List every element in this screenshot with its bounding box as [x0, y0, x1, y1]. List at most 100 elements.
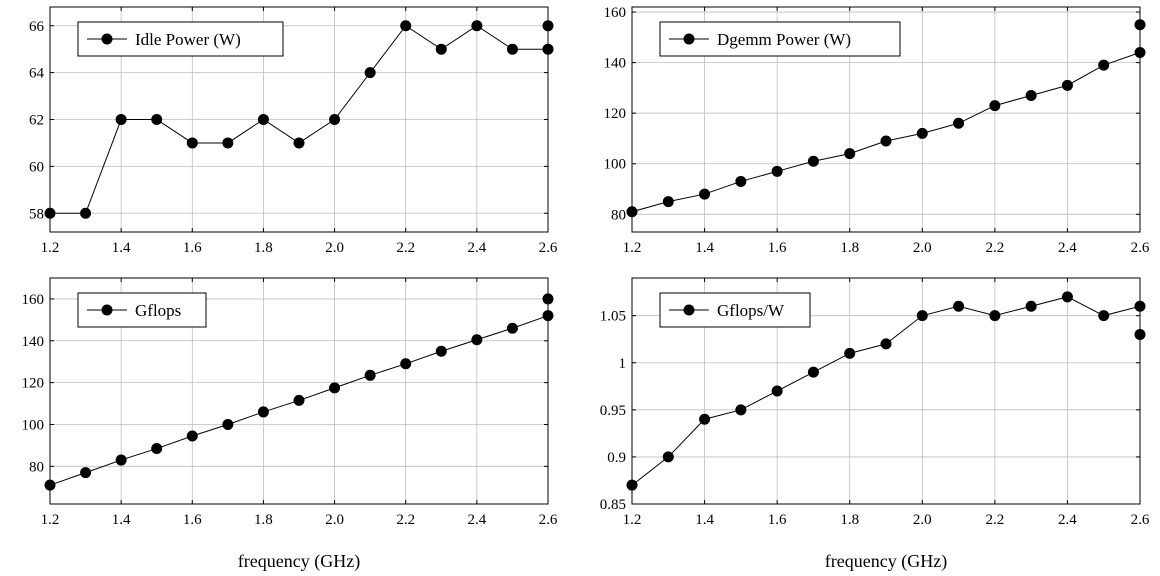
x-tick-label: 2.2 [985, 512, 1004, 528]
data-point [115, 114, 127, 125]
data-point [44, 479, 56, 491]
data-point [771, 165, 783, 177]
data-point [771, 385, 783, 397]
data-point [257, 114, 269, 125]
data-point [542, 20, 554, 32]
chart-panel-1: 1.2 1.4 1.6 1.8 2.0 2.2 2.4 2.6 58 60 62 64 66 Idle P… [29, 6, 558, 256]
series-line [50, 25, 549, 214]
data-point [880, 338, 892, 350]
data-point [880, 135, 892, 147]
legend: Dgemm Power (W) [659, 21, 901, 57]
x-tick-label: 1.8 [840, 240, 859, 256]
x-tick-label: 2.2 [985, 240, 1004, 256]
chart-panel-3: 1.2 1.4 1.6 1.8 2.0 2.2 2.4 2.6 80 100 120 140 160 Gf… [22, 277, 558, 572]
legend: Idle Power (W) [77, 21, 284, 57]
y-tick-label: 1.05 [600, 309, 626, 325]
x-tick-label: 1.2 [623, 512, 642, 528]
y-tick-label: 64 [29, 66, 45, 82]
data-point [953, 300, 965, 312]
data-point [80, 467, 92, 479]
data-point [989, 310, 1001, 322]
data-point [1134, 329, 1146, 340]
plot-frame [631, 277, 1141, 505]
y-tick-label: 0.95 [600, 403, 626, 419]
data-point [115, 454, 127, 466]
data-point [506, 322, 518, 334]
data-point [662, 196, 674, 208]
legend-marker [683, 304, 695, 316]
data-point [699, 413, 711, 425]
y-tick-label: 120 [604, 106, 627, 122]
x-tick-label: 2.4 [467, 512, 486, 528]
data-point [542, 293, 554, 305]
data-point [1134, 47, 1146, 59]
x-tick-label: 2.0 [913, 240, 932, 256]
data-point [186, 137, 198, 149]
x-tick-label: 1.2 [623, 240, 642, 256]
series-line [631, 24, 1141, 213]
chart-panel-2: 1.2 1.4 1.6 1.8 2.0 2.2 2.4 2.6 80 100 120 140 160 Dg… [604, 5, 1150, 256]
y-tick-label: 140 [604, 56, 627, 72]
legend-label: Gflops [135, 301, 181, 320]
x-tick-label: 1.2 [41, 240, 60, 256]
series-line [49, 298, 549, 486]
data-point [662, 451, 674, 463]
x-tick-label: 2.0 [325, 240, 344, 256]
x-tick-label: 2.0 [913, 512, 932, 528]
y-tick-label: 160 [604, 5, 627, 21]
data-point [222, 137, 234, 149]
data-point [989, 100, 1001, 112]
data-point [1098, 310, 1110, 322]
legend-label: Gflops/W [717, 301, 785, 320]
data-point [506, 43, 518, 55]
data-point [400, 20, 412, 32]
y-tick-label: 80 [29, 459, 44, 475]
x-tick-label: 1.2 [41, 512, 60, 528]
x-tick-label: 1.4 [695, 512, 714, 528]
data-point [626, 206, 638, 218]
chart-panel-4: 1.2 1.4 1.6 1.8 2.0 2.2 2.4 2.6 0.85 0.9 0.95 1 1.05… [600, 277, 1150, 572]
x-tick-label: 2.0 [325, 512, 344, 528]
data-point [1025, 89, 1037, 101]
data-point [329, 114, 341, 125]
data-point [80, 207, 92, 219]
x-tick-label: 2.4 [1058, 240, 1077, 256]
data-point [1061, 79, 1073, 91]
y-tick-label: 0.9 [607, 450, 626, 466]
x-tick-label: 2.2 [396, 512, 415, 528]
x-tick-label: 2.6 [1131, 512, 1150, 528]
x-tick-label: 2.6 [1131, 240, 1150, 256]
data-point [735, 404, 747, 416]
legend-marker [101, 304, 113, 316]
plot-frame [49, 277, 549, 505]
y-tick-label: 58 [29, 206, 44, 222]
y-tick-label: 140 [22, 334, 45, 350]
data-point [807, 155, 819, 167]
data-point [1134, 300, 1146, 312]
y-tick-label: 1 [619, 356, 627, 372]
data-point [293, 137, 305, 149]
data-point [222, 418, 234, 430]
x-tick-label: 2.4 [1058, 512, 1077, 528]
x-tick-label: 2.6 [539, 512, 558, 528]
data-point [44, 207, 56, 219]
data-point [844, 347, 856, 359]
legend: Gflops [77, 292, 207, 328]
y-tick-label: 100 [22, 417, 45, 433]
x-tick-label: 1.6 [183, 240, 202, 256]
y-tick-label: 160 [22, 292, 45, 308]
series-line [631, 296, 1141, 486]
data-point [844, 148, 856, 160]
data-point [435, 43, 447, 55]
data-point [400, 358, 412, 370]
x-tick-label: 1.6 [768, 240, 787, 256]
data-point [293, 394, 305, 406]
x-tick-label: 1.4 [695, 240, 714, 256]
data-point [471, 20, 483, 32]
y-tick-label: 100 [604, 157, 627, 173]
data-point [435, 345, 447, 357]
data-point [1025, 300, 1037, 312]
data-point [151, 114, 163, 125]
x-tick-label: 2.2 [396, 240, 415, 256]
